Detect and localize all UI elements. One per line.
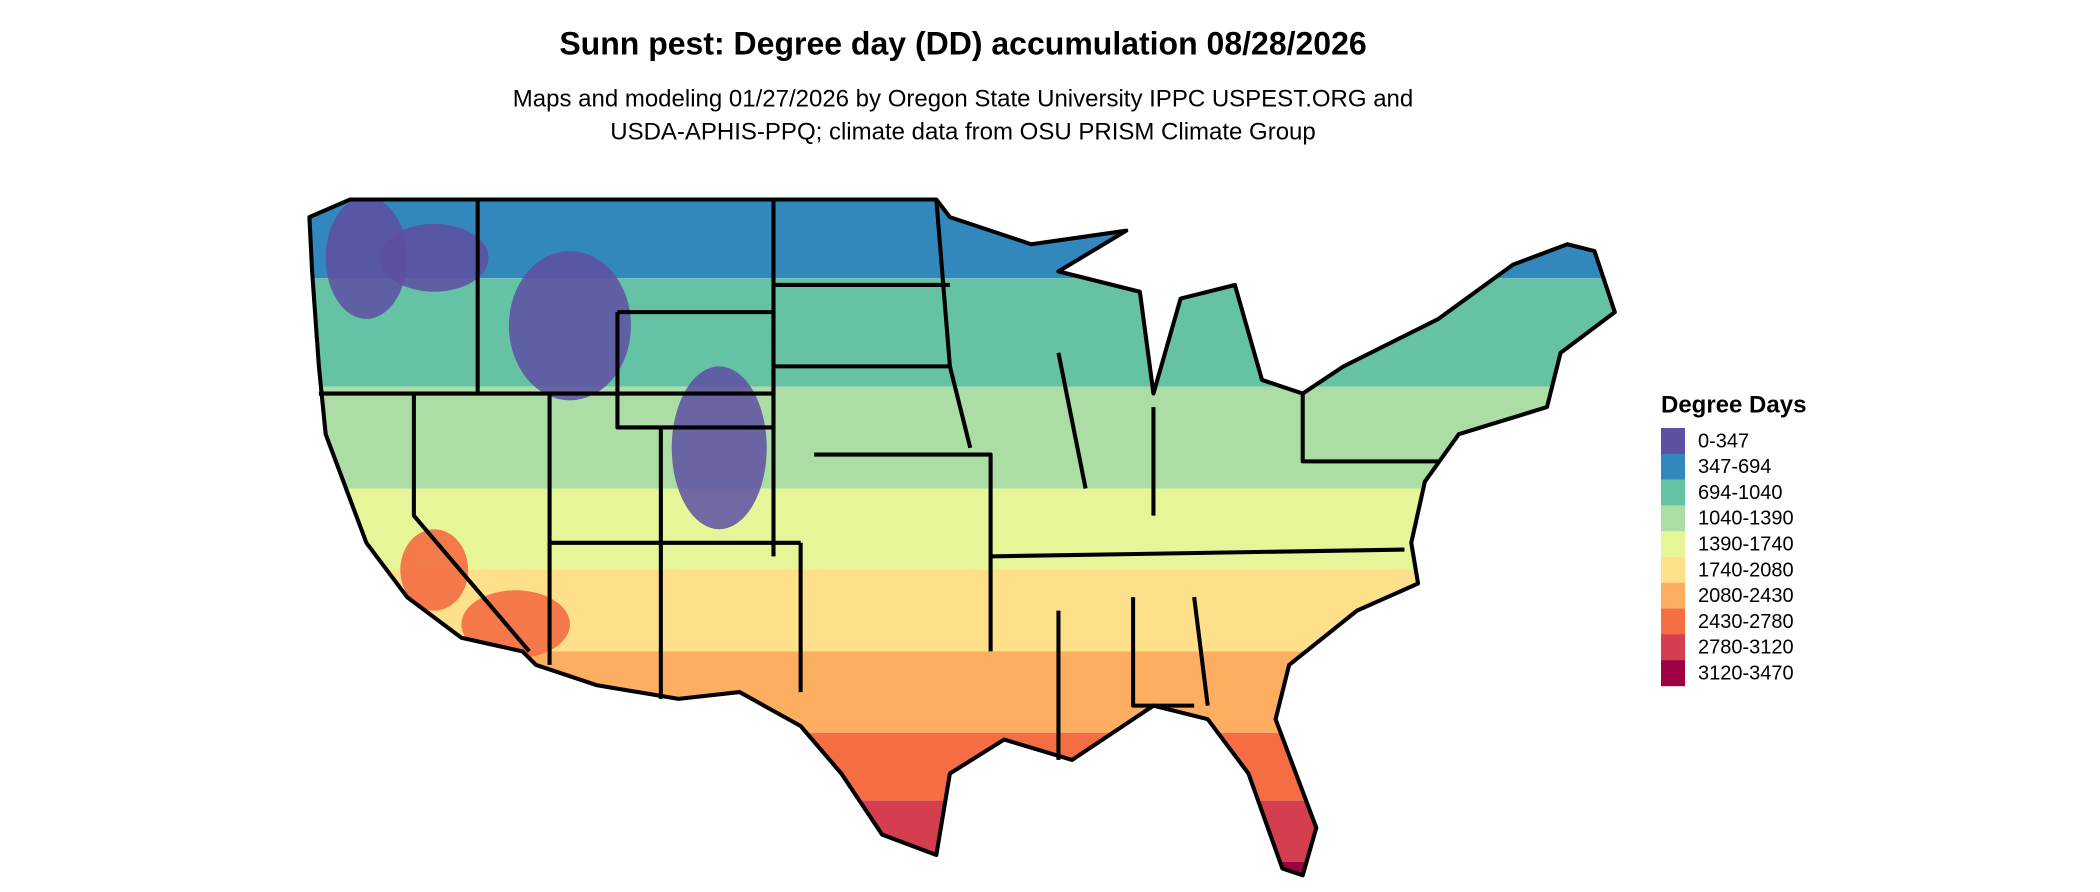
legend-swatch [1661, 531, 1685, 558]
map-subtitle: Maps and modeling 01/27/2026 by Oregon S… [513, 85, 1413, 112]
legend-swatch [1661, 505, 1685, 532]
dd-patch [671, 366, 767, 530]
dd-patch [508, 251, 632, 401]
legend: 0-347 347-694 694-1040 1040-1390 1390-1740 17… [1661, 428, 1794, 687]
dd-patch [400, 529, 469, 611]
legend-swatch [1661, 660, 1685, 687]
legend-label: 347-694 [1698, 456, 1771, 478]
legend-swatch [1661, 582, 1685, 609]
legend-label: 1740-2080 [1698, 559, 1794, 581]
dd-band [309, 861, 1615, 876]
dd-band [309, 800, 1615, 862]
dd-patch [379, 223, 489, 292]
dd-patch [461, 590, 570, 659]
dd-band [309, 651, 1615, 733]
us-map [271, 176, 1655, 892]
legend-swatch [1661, 428, 1685, 454]
dd-band [309, 488, 1615, 570]
map-subtitle: USDA-APHIS-PPQ; climate data from OSU PR… [610, 118, 1316, 145]
legend-swatch [1661, 479, 1685, 506]
dd-patch [325, 199, 408, 319]
legend-swatch [1661, 453, 1685, 480]
dd-band [309, 386, 1615, 489]
legend-label: 2780-3120 [1698, 637, 1794, 659]
map-title: Sunn pest: Degree day (DD) accumulation … [559, 25, 1366, 61]
legend-label: 1040-1390 [1698, 508, 1794, 530]
legend-label: 0-347 [1698, 430, 1749, 452]
legend-label: 2430-2780 [1698, 611, 1794, 633]
legend-label: 694-1040 [1698, 482, 1783, 504]
legend-title: Degree Days [1661, 391, 1806, 418]
legend-label: 2080-2430 [1698, 585, 1794, 607]
legend-swatch [1661, 634, 1685, 661]
legend-label: 3120-3470 [1698, 662, 1794, 684]
legend-label: 1390-1740 [1698, 533, 1794, 555]
legend-swatch [1661, 608, 1685, 635]
legend-swatch [1661, 557, 1685, 583]
state-borders [318, 199, 1439, 760]
